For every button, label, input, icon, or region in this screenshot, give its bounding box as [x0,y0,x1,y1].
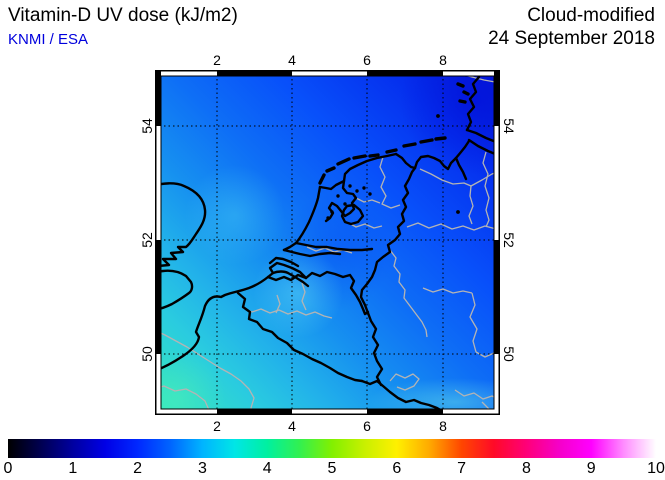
lon-label-top-4: 4 [288,52,296,68]
colorbar-tick-2: 2 [133,460,143,477]
colorbar-tick-4: 4 [262,460,272,477]
map-frame [155,70,500,415]
lon-label-top-2: 2 [213,52,221,68]
lon-label-bottom-4: 4 [288,418,296,434]
lat-label-left-52: 52 [139,232,155,248]
product-type-label: Cloud-modified [527,5,655,26]
lon-label-top-8: 8 [439,52,447,68]
credit-label: KNMI / ESA [8,31,89,48]
lon-label-bottom-8: 8 [439,418,447,434]
lat-label-right-52: 52 [501,232,517,248]
colorbar-tick-7: 7 [457,460,467,477]
uv-dose-map [155,70,500,415]
lon-label-bottom-6: 6 [363,418,371,434]
coastlines [155,70,500,415]
colorbar-tick-3: 3 [197,460,207,477]
colorbar-tick-6: 6 [392,460,402,477]
graticule [155,70,500,415]
colorbar-tick-8: 8 [521,460,531,477]
date-label: 24 September 2018 [488,28,655,49]
lat-label-left-54: 54 [139,118,155,134]
lon-label-bottom-2: 2 [213,418,221,434]
colorbar-gradient [8,439,656,458]
colorbar-tick-9: 9 [586,460,596,477]
lat-label-right-54: 54 [501,118,517,134]
islands [318,72,470,185]
lake-dots [326,114,460,220]
page-title: Vitamin-D UV dose (kJ/m2) [8,5,238,26]
lat-label-left-50: 50 [139,346,155,362]
lon-label-top-6: 6 [363,52,371,68]
colorbar-tick-1: 1 [68,460,78,477]
colorbar-tick-10: 10 [647,460,665,477]
lat-label-right-50: 50 [501,346,517,362]
colorbar-tick-0: 0 [3,460,13,477]
colorbar-tick-5: 5 [327,460,337,477]
